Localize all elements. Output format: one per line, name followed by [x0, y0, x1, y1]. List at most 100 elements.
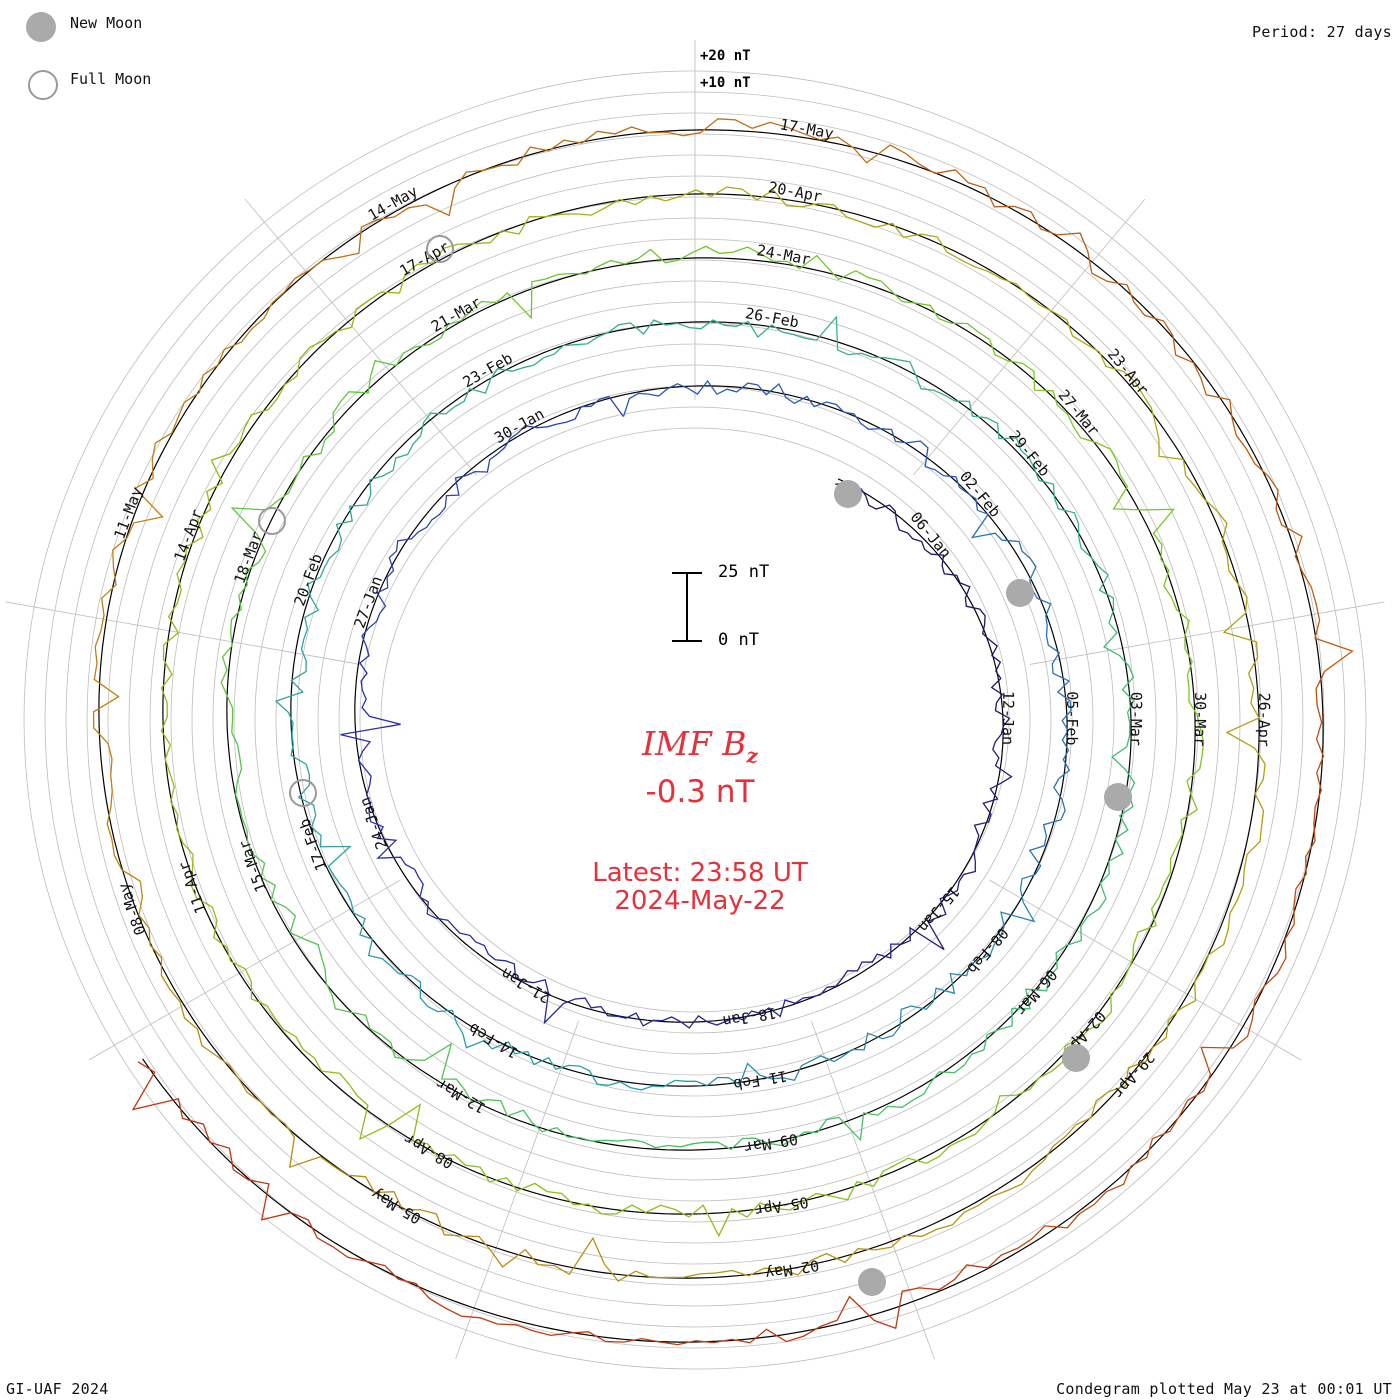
- plotted-timestamp: Condegram plotted May 23 at 00:01 UT: [1056, 1380, 1392, 1398]
- date-label: 15-Jan: [914, 883, 963, 936]
- scale-bottom-label: 0 nT: [718, 630, 759, 650]
- date-label: 26-Apr: [1255, 693, 1273, 747]
- latest-time: Latest: 23:58 UT: [592, 858, 808, 888]
- current-value: -0.3 nT: [645, 774, 755, 810]
- bz-trace-segment-13: [507, 1049, 985, 1151]
- full-moon-marker-0: [426, 235, 454, 263]
- scale-bar-top-tick: [672, 572, 702, 574]
- bz-trace-segment-12: [983, 622, 1136, 1051]
- full-moon-legend-icon: [28, 70, 58, 100]
- scale-bar-bottom-tick: [672, 640, 702, 642]
- bz-trace-segment-30: [332, 1246, 1018, 1346]
- grid-spoke-1: [913, 198, 1146, 476]
- period-label: Period: 27 days: [1252, 23, 1392, 41]
- grid-spoke-3: [989, 879, 1302, 1061]
- ref-label-10nT: +10 nT: [700, 75, 751, 91]
- date-label: 17-Feb: [295, 816, 330, 873]
- date-label: 11-Apr: [175, 859, 210, 916]
- bz-trace-segment-9: [274, 479, 372, 885]
- date-label: 29-Feb: [1005, 427, 1053, 480]
- scale-bar: [686, 572, 688, 642]
- new-moon-legend-icon: [26, 12, 56, 42]
- bz-trace-segment-5: [622, 379, 979, 511]
- date-label: 14-Feb: [465, 1019, 521, 1062]
- scale-top-label: 25 nT: [718, 562, 770, 582]
- spiral-baseline: [98, 129, 1324, 1343]
- bz-trace-segment-6: [970, 509, 1072, 875]
- date-label: 18-Mar: [230, 529, 266, 586]
- date-label: 29-Apr: [1109, 1049, 1158, 1102]
- grid-spoke-7: [5, 601, 361, 665]
- bz-trace-segment-14: [231, 732, 508, 1117]
- grid-spoke-8: [244, 198, 477, 476]
- full-moon-marker-2: [289, 779, 317, 807]
- date-label: 12-Mar: [433, 1074, 489, 1117]
- date-label: 02-May: [764, 1256, 820, 1283]
- bz-trace-segment-24: [603, 1037, 1167, 1282]
- bz-trace-segment-19: [302, 1048, 832, 1238]
- new-moon-marker-0: [834, 480, 862, 508]
- bz-trace-segment-1: [826, 726, 1013, 988]
- grid-spoke-4: [810, 1020, 935, 1360]
- date-label: 03-Mar: [1127, 692, 1145, 746]
- date-label: 05-Feb: [1063, 691, 1081, 745]
- date-label: 08-Feb: [963, 924, 1012, 977]
- date-label: 08-Apr: [401, 1130, 457, 1173]
- bz-trace-segment-10: [369, 319, 783, 481]
- new-moon-marker-3: [1062, 1044, 1090, 1072]
- date-label: 06-Mar: [1012, 966, 1061, 1019]
- date-label: 23-Apr: [1104, 345, 1152, 398]
- grid-ring-4: [296, 343, 1094, 1097]
- bz-trace-segment-4: [361, 395, 625, 647]
- grid-ring-2: [338, 385, 1052, 1055]
- new-moon-marker-2: [1104, 783, 1132, 811]
- bz-trace-segment-31: [131, 1061, 334, 1248]
- full-moon-legend-label: Full Moon: [70, 70, 152, 88]
- ref-label-20nT: +20 nT: [700, 48, 751, 64]
- grid-ring-1: [359, 406, 1031, 1034]
- bz-trace-segment-23: [1165, 459, 1266, 1038]
- bz-trace-segment-0: [835, 482, 1011, 727]
- latest-date: 2024-May-22: [614, 886, 786, 916]
- title-subscript: z: [746, 743, 758, 768]
- title-main: IMF B: [642, 724, 747, 763]
- chart-title: IMF Bz: [500, 724, 900, 768]
- bz-trace-segment-11: [782, 315, 1115, 624]
- date-label: 30-Mar: [1191, 692, 1209, 746]
- new-moon-legend-label: New Moon: [70, 14, 143, 32]
- full-moon-marker-1: [258, 507, 286, 535]
- date-label: 14-Apr: [170, 507, 206, 564]
- bz-trace-segment-26: [92, 291, 285, 882]
- new-moon-marker-1: [1006, 579, 1034, 607]
- grid-spoke-6: [88, 879, 401, 1061]
- bz-trace-segment-18: [831, 809, 1198, 1201]
- credit-label: GI-UAF 2024: [6, 1380, 109, 1398]
- bz-trace-segment-17: [989, 339, 1205, 810]
- date-label: 21-Jan: [498, 964, 554, 1007]
- bz-trace-segment-20: [160, 519, 304, 1050]
- date-label: 27-Jan: [350, 574, 386, 631]
- bz-trace-segment-27: [283, 118, 921, 293]
- date-label: 30-Jan: [491, 405, 547, 447]
- new-moon-marker-4: [858, 1268, 886, 1296]
- grid-ring-3: [317, 364, 1073, 1076]
- bz-trace-segment-28: [919, 164, 1354, 672]
- bz-trace-segment-25: [138, 881, 605, 1276]
- bz-trace-segment-21: [197, 195, 666, 520]
- grid-ring-5: [275, 322, 1115, 1118]
- date-label: 05-May: [368, 1185, 424, 1228]
- bz-trace-segment-7: [696, 873, 1036, 1087]
- bz-trace-segment-29: [1017, 671, 1326, 1249]
- bz-trace-segment-16: [470, 245, 991, 340]
- date-label: 14-May: [365, 182, 421, 224]
- date-label: 12-Jan: [999, 691, 1017, 745]
- bz-trace-segment-2: [487, 953, 828, 1029]
- date-label: 09-Mar: [743, 1130, 799, 1157]
- date-label: 15-Mar: [235, 838, 270, 895]
- bz-trace-segment-15: [220, 310, 472, 733]
- date-label: 24-Jan: [356, 795, 391, 852]
- date-label: 27-Mar: [1054, 386, 1102, 439]
- date-label: 17-Apr: [396, 238, 452, 280]
